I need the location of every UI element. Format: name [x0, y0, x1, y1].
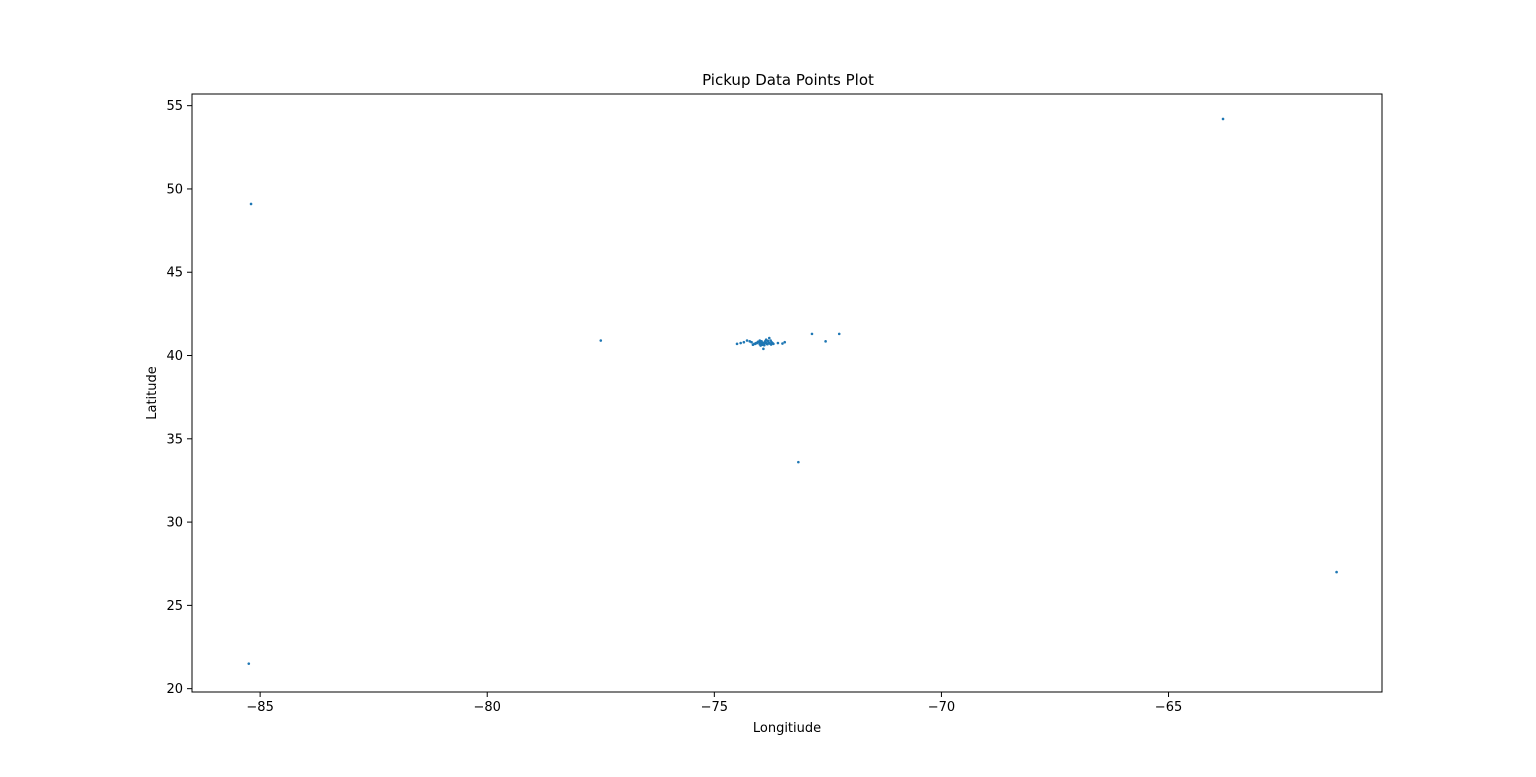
data-point: [247, 662, 251, 665]
y-tick-label: 55: [166, 99, 183, 114]
data-point: [758, 342, 762, 346]
data-point: [766, 339, 770, 343]
data-point: [797, 460, 800, 464]
y-tick-label: 30: [166, 516, 183, 531]
y-tick-label: 50: [166, 182, 183, 197]
data-point: [745, 339, 749, 342]
data-point: [767, 336, 771, 340]
data-point: [758, 339, 762, 342]
x-tick-label: −70: [928, 700, 955, 715]
axes-frame: [191, 93, 1383, 693]
data-point: [752, 342, 756, 346]
data-point: [735, 342, 739, 346]
data-point: [742, 340, 746, 344]
x-tick-label: −65: [1155, 700, 1182, 715]
data-point: [824, 340, 827, 343]
data-point: [1335, 570, 1338, 574]
data-point: [776, 341, 780, 345]
x-tick-label: −75: [701, 700, 728, 715]
data-point: [1221, 117, 1225, 121]
y-tick-label: 45: [166, 266, 183, 281]
data-point: [772, 342, 775, 346]
data-point: [765, 342, 769, 346]
data-point: [249, 202, 253, 206]
y-tick-label: 20: [166, 682, 183, 697]
y-axis: 20 25 30 35 40 45 50 55: [166, 99, 192, 697]
data-point: [781, 342, 784, 345]
y-axis-label: Latitude: [145, 366, 160, 420]
data-point: [762, 347, 765, 351]
chart-title: Pickup Data Points Plot: [702, 71, 874, 89]
data-point: [810, 332, 814, 336]
data-point: [762, 341, 766, 345]
y-tick-label: 25: [166, 599, 183, 614]
x-axis-label: Longitiude: [753, 721, 821, 736]
data-point: [762, 343, 766, 347]
data-point: [783, 340, 787, 344]
plot-area: [191, 93, 1383, 693]
data-point: [750, 340, 753, 344]
y-tick-label: 35: [166, 432, 183, 447]
x-tick-label: −80: [474, 700, 501, 715]
x-tick-label: −85: [246, 700, 273, 715]
data-point: [739, 341, 742, 345]
points-layer: [247, 117, 1338, 665]
y-tick-label: 40: [166, 349, 183, 364]
data-point: [769, 343, 773, 346]
data-point: [599, 339, 603, 342]
x-axis: −85 −80 −75 −70 −65: [246, 692, 1182, 715]
data-point: [837, 332, 841, 336]
